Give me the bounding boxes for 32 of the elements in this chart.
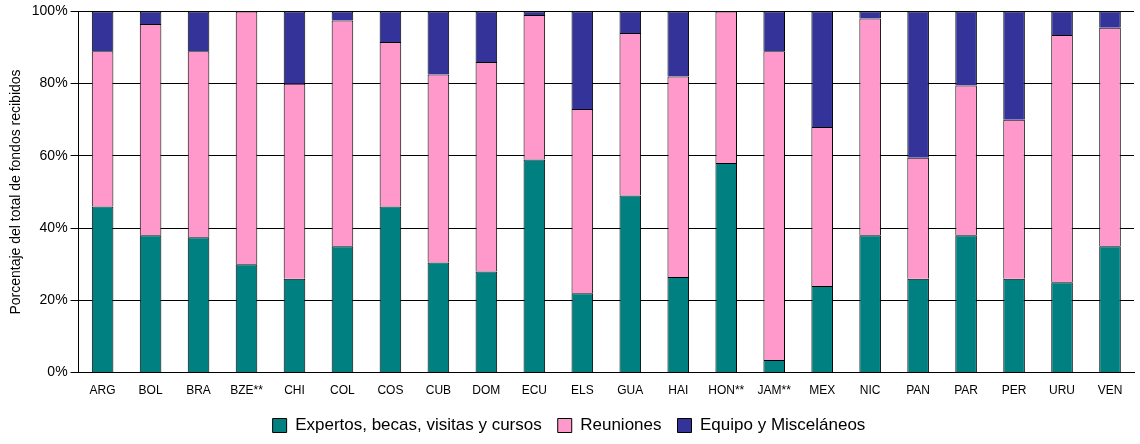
y-tick-label: 20% xyxy=(39,291,68,308)
x-tick-label: MEX xyxy=(809,383,836,398)
x-tick-label: ECU xyxy=(521,383,548,398)
x-tick-label: DOM xyxy=(472,383,501,398)
x-tick-label: BZE** xyxy=(230,383,264,398)
y-tick-label: 60% xyxy=(39,146,68,163)
x-tick-label: BOL xyxy=(138,383,163,398)
y-tick-label: 100% xyxy=(31,2,68,19)
x-tick-label: VEN xyxy=(1097,383,1123,398)
x-tick-label: CUB xyxy=(425,383,452,398)
x-tick-label: NIC xyxy=(859,383,881,398)
x-tick-label: HON** xyxy=(708,383,745,398)
x-tick-label: CHI xyxy=(284,383,305,398)
legend-label: Equipo y Misceláneos xyxy=(700,415,866,435)
legend-label: Expertos, becas, visitas y cursos xyxy=(295,415,542,435)
y-tick-label: 40% xyxy=(39,218,68,235)
x-tick-label: HAI xyxy=(668,383,689,398)
x-tick-label: ELS xyxy=(570,383,594,398)
x-tick-label: URU xyxy=(1049,383,1076,398)
x-tick-label: BRA xyxy=(186,383,211,398)
legend-label: Reuniones xyxy=(580,415,662,435)
x-tick-label: PAR xyxy=(954,383,979,398)
y-axis-title: Porcentaje del total de fondos recibidos xyxy=(7,69,24,315)
x-tick-label: ARG xyxy=(89,383,116,398)
x-tick-label: PAN xyxy=(906,383,931,398)
y-tick-label: 80% xyxy=(39,74,68,91)
x-tick-label: PER xyxy=(1001,383,1027,398)
x-tick-label: COS xyxy=(377,383,404,398)
x-tick-label: COL xyxy=(330,383,356,398)
y-tick-label: 0% xyxy=(47,363,68,380)
x-tick-label: GUA xyxy=(617,383,644,398)
x-tick-label: JAM** xyxy=(757,383,792,398)
